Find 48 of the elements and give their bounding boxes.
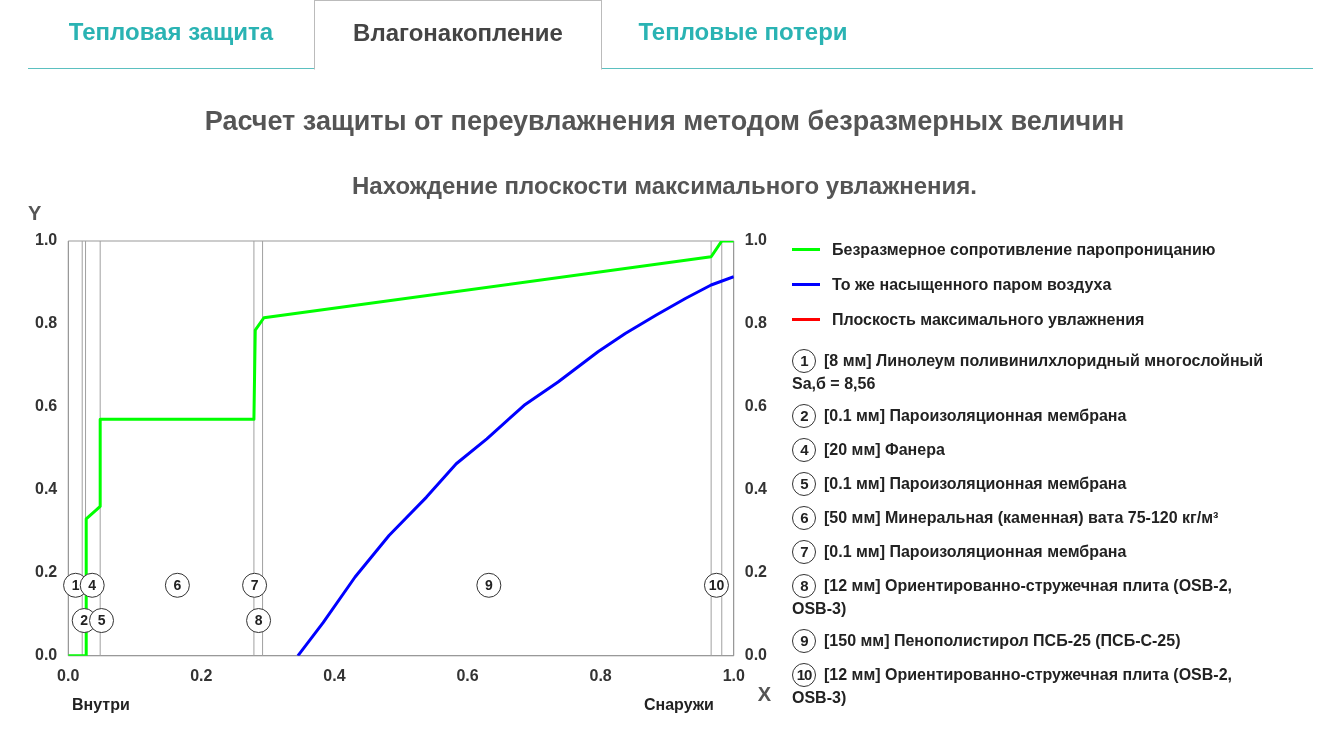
chart-title: Расчет защиты от переувлажнения методом безразмерных величин (203, 106, 1126, 137)
legend-label: Плоскость максимального увлажнения (832, 310, 1145, 329)
text: 7 [0.1 мм] Пароизоляционная мембрана (799, 542, 1127, 562)
y-tick-label: 1.0 (34, 231, 58, 249)
annotation: 1 (71, 577, 80, 594)
text: 2 [0.1 мм] Пароизоляционная мембрана (799, 406, 1127, 426)
annotation: 4 (88, 577, 97, 594)
y2-tick-label: 0.6 (744, 397, 768, 415)
annotation: 8 (254, 612, 263, 629)
x-tick-label: 0.8 (589, 666, 612, 684)
y-tick-label: 0.2 (34, 563, 58, 581)
text: 8 [12 мм] Ориентированно-стружечная плита (OSB-2, OSB-3) (792, 576, 1232, 617)
y-axis-title: Y (28, 201, 42, 224)
x-tick-label: 0.0 (57, 666, 80, 684)
text: Внутри (72, 696, 130, 714)
text: Тепловая защита (67, 17, 275, 47)
text: 5 [0.1 мм] Пароизоляционная мембрана (799, 474, 1127, 494)
y2-tick-label: 0.4 (744, 480, 768, 498)
legend-label: Безразмерное сопротивление паропроницанию (832, 240, 1216, 259)
y2-tick-label: 0.8 (744, 314, 768, 332)
y-tick-label: 0.8 (34, 314, 58, 332)
y2-tick-label: 0.0 (744, 646, 768, 664)
text: Снаружи (644, 696, 714, 714)
x-tick-label: 0.4 (323, 666, 346, 684)
y-tick-label: 0.4 (34, 480, 58, 498)
text: Тепловые потери (637, 17, 849, 47)
text: 6 [50 мм] Минеральная (каменная) вата 75-120 кг/м³ (799, 508, 1219, 528)
annotation: 6 (173, 577, 182, 594)
annotation: 9 (484, 577, 493, 594)
x-tick-label: 0.2 (190, 666, 213, 684)
x-tick-label: 0.6 (456, 666, 479, 684)
annotation: 7 (250, 577, 259, 594)
y2-tick-label: 0.2 (744, 563, 768, 581)
y-tick-label: 0.0 (34, 646, 58, 664)
annotation: 2 (80, 612, 89, 629)
legend-label: То же насыщенного паром воздуха (832, 275, 1112, 294)
text: 1 [8 мм] Линолеум поливинилхлоридный многослойный Sa,б = 8,56 (792, 351, 1264, 392)
text: 10 [12 мм] Ориентированно-стружечная плита (OSB-2, OSB-3) (792, 665, 1232, 706)
chart-subtitle: Нахождение плоскости максимального увлажнения. (351, 172, 978, 200)
text: Влагонакопление (314, 0, 602, 70)
x-axis-title: X (757, 683, 772, 706)
x-tick-label: 1.0 (722, 666, 745, 684)
y2-tick-label: 1.0 (744, 231, 768, 249)
annotation: 10 (708, 577, 725, 594)
annotation: 5 (97, 612, 106, 629)
text: 9 [150 мм] Пенополистирол ПСБ-25 (ПСБ-С-25) (799, 631, 1181, 651)
text: 4 [20 мм] Фанера (799, 440, 945, 460)
y-tick-label: 0.6 (34, 397, 58, 415)
